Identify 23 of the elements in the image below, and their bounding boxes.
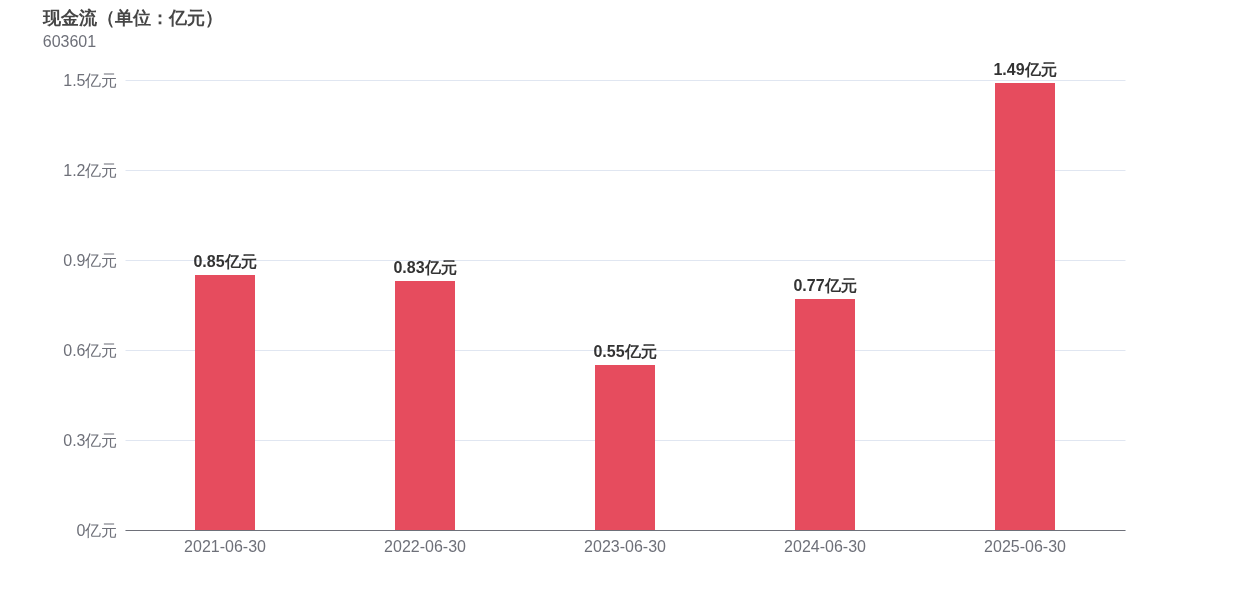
bar [995,83,1055,530]
data-label: 0.85亿元 [193,253,257,270]
y-tick-label: 0.3亿元 [63,431,118,449]
bar [795,299,855,530]
bar [595,365,655,530]
data-label: 1.49亿元 [993,61,1057,78]
y-tick-label: 1.5亿元 [63,71,118,89]
x-tick-label: 2021-06-30 [184,537,267,555]
x-tick-label: 2023-06-30 [584,537,667,555]
y-tick-label: 1.2亿元 [63,161,118,179]
x-tick-label: 2024-06-30 [784,537,867,555]
x-tick-label: 2025-06-30 [984,537,1067,555]
y-tick-label: 0亿元 [76,521,118,539]
y-tick-label: 0.9亿元 [63,251,118,269]
bar [395,281,455,530]
data-label: 0.77亿元 [793,277,857,294]
data-label: 0.83亿元 [393,259,457,276]
data-label: 0.55亿元 [593,343,657,360]
x-tick-label: 2022-06-30 [384,537,467,555]
y-tick-label: 0.6亿元 [63,341,118,359]
chart-subtitle: 603601 [42,33,97,50]
bar [195,275,255,530]
chart-title: 现金流（单位：亿元） [41,8,223,28]
